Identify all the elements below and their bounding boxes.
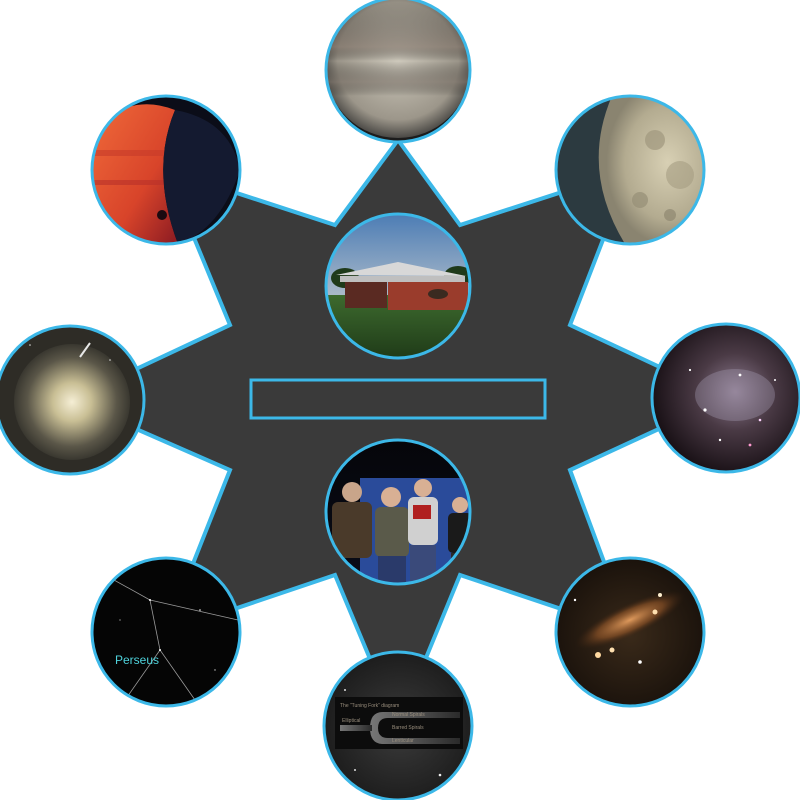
group-photo[interactable] — [324, 438, 474, 588]
fork-item-1: Normal Spirals — [392, 712, 425, 718]
perseus-photo[interactable]: Perseus — [88, 555, 248, 715]
fork-item-4: Lenticular — [392, 738, 414, 744]
fork-item-2: Barred Spirals — [392, 725, 424, 731]
galaxy-photo[interactable] — [550, 555, 710, 715]
fork-item-3: Elliptical — [342, 718, 360, 724]
center-banner — [249, 378, 547, 420]
moon-photo[interactable] — [550, 90, 710, 250]
nebula-photo[interactable] — [650, 322, 800, 477]
observatory-photo[interactable] — [324, 212, 474, 365]
mars-photo[interactable] — [88, 92, 248, 252]
fork-caption: The “Tuning Fork” diagram — [340, 703, 399, 709]
tuning-fork-photo[interactable]: The “Tuning Fork” diagram Normal Spirals… — [320, 648, 480, 800]
comet-photo[interactable] — [0, 322, 150, 482]
perseus-label: Perseus — [115, 653, 159, 667]
jupiter-photo[interactable] — [320, 0, 480, 150]
